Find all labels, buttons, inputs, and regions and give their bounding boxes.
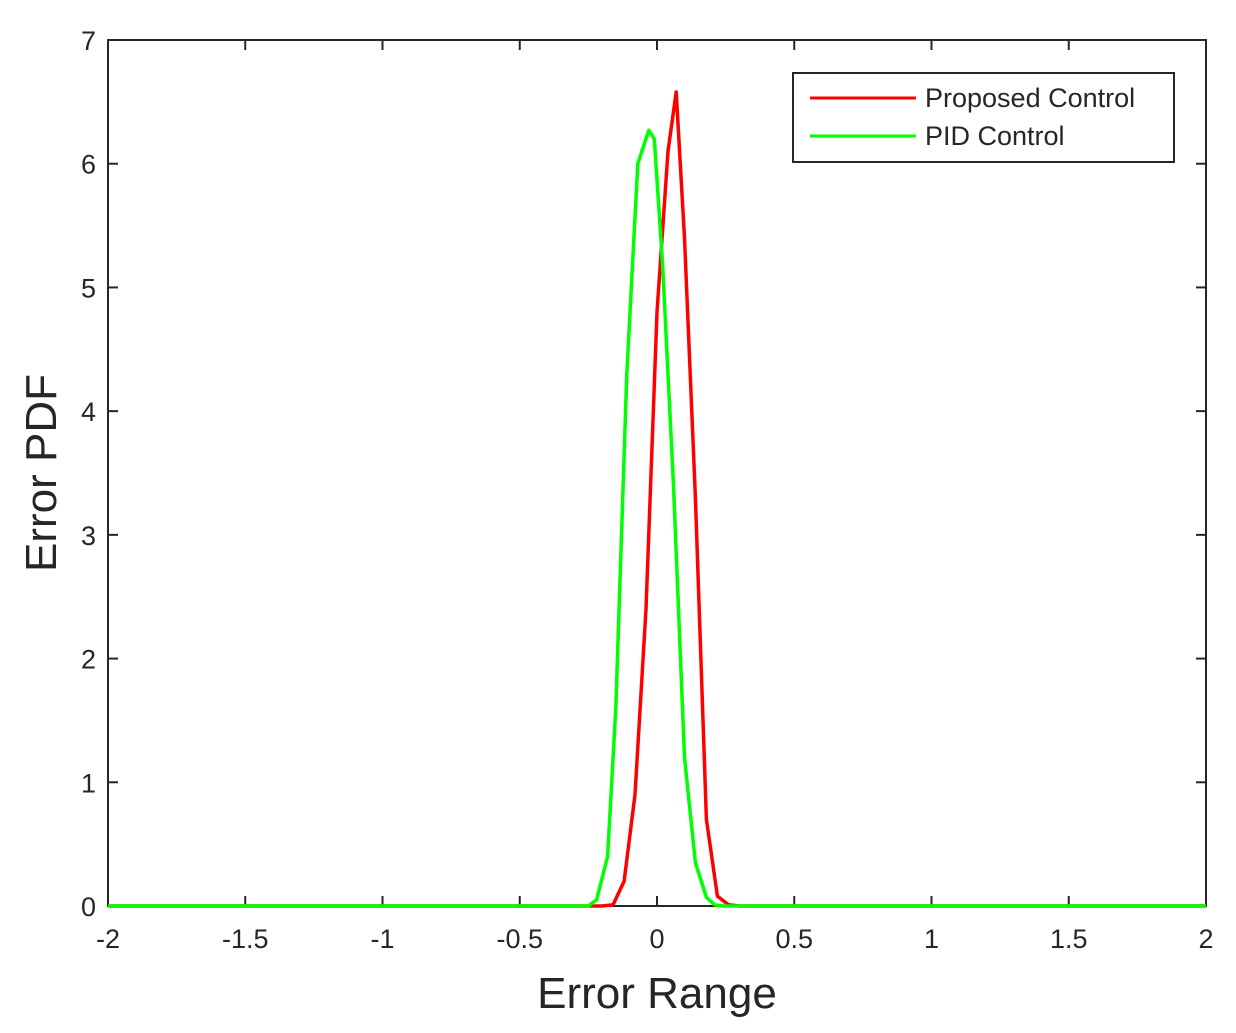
series-layer [108, 90, 1206, 908]
y-tick-label: 1 [81, 768, 96, 798]
x-axis-title: Error Range [537, 969, 777, 1018]
series-line-proposed-control [108, 90, 1206, 908]
y-tick-label: 0 [81, 892, 96, 922]
series-line-pid-control [108, 128, 1206, 908]
x-tick-label: 0 [649, 924, 664, 954]
y-tick-label: 6 [81, 150, 96, 180]
x-tick-label: -0.5 [496, 924, 543, 954]
y-axis-title: Error PDF [17, 374, 66, 572]
x-tick-label: 0.5 [775, 924, 813, 954]
x-tick-label: 1.5 [1050, 924, 1088, 954]
legend: Proposed Control PID Control [792, 72, 1175, 163]
x-tick-label: 1 [924, 924, 939, 954]
y-tick-label: 5 [81, 273, 96, 303]
legend-label-pid-control: PID Control [925, 121, 1065, 151]
x-tick-label: -2 [96, 924, 120, 954]
legend-box [792, 72, 1175, 163]
legend-label-proposed-control: Proposed Control [925, 83, 1135, 113]
ticks-layer: -2 -1.5 -1 -0.5 0 0.5 1 1.5 2 0 1 2 3 4 5 6 7 [81, 26, 1214, 954]
y-tick-label: 7 [81, 26, 96, 56]
y-tick-label: 3 [81, 521, 96, 551]
x-tick-label: 2 [1198, 924, 1213, 954]
y-tick-label: 4 [81, 397, 96, 427]
x-tick-label: -1 [370, 924, 394, 954]
x-tick-label: -1.5 [222, 924, 269, 954]
y-tick-label: 2 [81, 645, 96, 675]
